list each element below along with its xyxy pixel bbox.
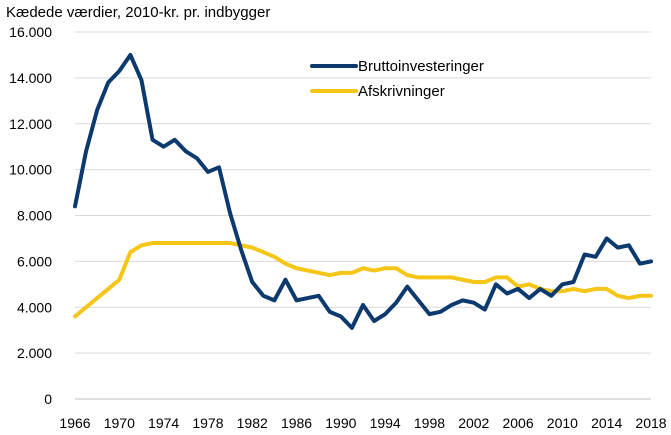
series-line-bruttoinvesteringer bbox=[73, 52, 653, 330]
x-tick-label: 2010 bbox=[547, 415, 578, 431]
y-tick-label: 0 bbox=[44, 391, 52, 407]
legend: Bruttoinvesteringer Afskrivninger bbox=[310, 58, 484, 100]
y-tick-label: 2.000 bbox=[17, 345, 52, 361]
series-lines bbox=[73, 52, 653, 330]
y-tick-label: 4.000 bbox=[17, 299, 52, 315]
x-tick-label: 1970 bbox=[104, 415, 135, 431]
x-tick-label: 2018 bbox=[635, 415, 666, 431]
x-axis-tick-labels: 1966 1970 1974 1978 1982 1986 1990 1994 1998 2002… bbox=[59, 415, 666, 431]
x-tick-label: 2006 bbox=[502, 415, 533, 431]
chart-title: Kædede værdier, 2010-kr. pr. indbygger bbox=[6, 4, 270, 21]
gridlines bbox=[75, 31, 651, 400]
x-tick-label: 1994 bbox=[370, 415, 401, 431]
x-tick-label: 1966 bbox=[59, 415, 90, 431]
x-tick-label: 1978 bbox=[192, 415, 223, 431]
x-tick-label: 1986 bbox=[281, 415, 312, 431]
x-tick-label: 1998 bbox=[414, 415, 445, 431]
y-tick-label: 8.000 bbox=[17, 208, 52, 224]
x-tick-label: 1982 bbox=[237, 415, 268, 431]
legend-label: Afskrivninger bbox=[358, 83, 445, 100]
y-tick-label: 12.000 bbox=[9, 116, 52, 132]
y-tick-label: 6.000 bbox=[17, 253, 52, 269]
y-tick-label: 14.000 bbox=[9, 70, 52, 86]
x-tick-label: 1990 bbox=[325, 415, 356, 431]
y-tick-label: 16.000 bbox=[9, 24, 52, 40]
y-tick-label: 10.000 bbox=[9, 162, 52, 178]
x-tick-label: 2002 bbox=[458, 415, 489, 431]
x-tick-label: 2014 bbox=[591, 415, 622, 431]
y-axis-tick-labels: 0 2.000 4.000 6.000 8.000 10.000 12.000 14.000 1… bbox=[9, 24, 52, 407]
x-tick-label: 1974 bbox=[148, 415, 179, 431]
legend-label: Bruttoinvesteringer bbox=[358, 58, 484, 75]
